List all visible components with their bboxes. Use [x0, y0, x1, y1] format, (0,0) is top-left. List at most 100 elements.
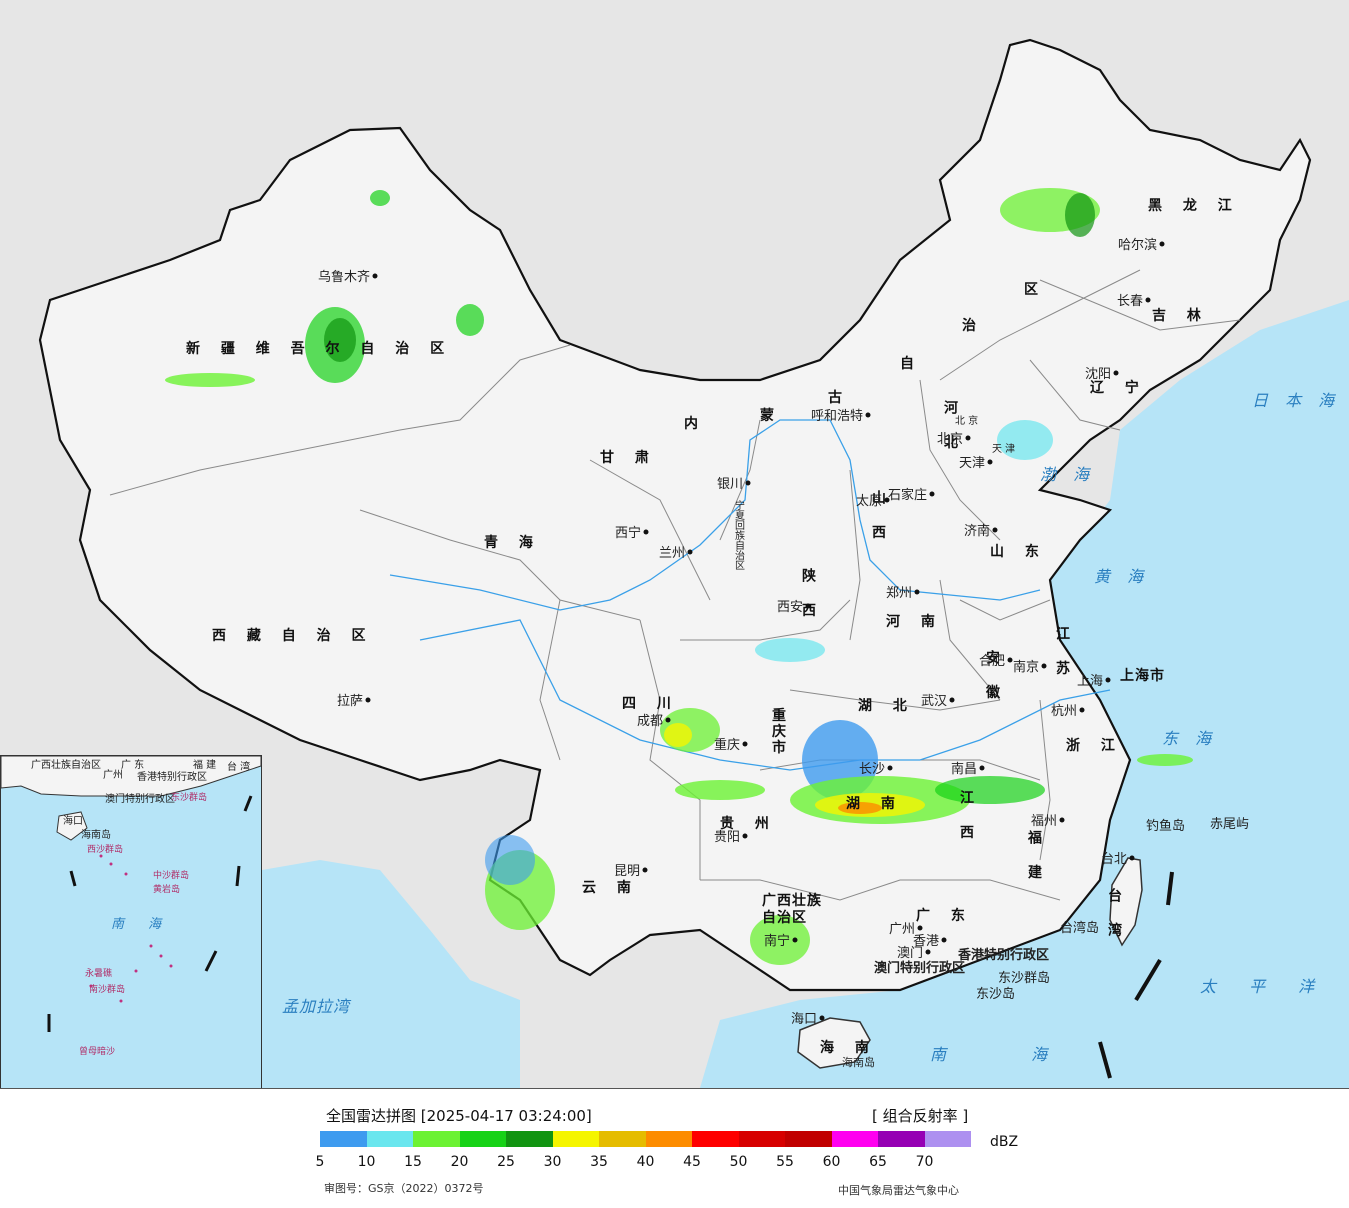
city-marker	[884, 497, 890, 503]
extra-labels: 香港特别行政区 澳门特别行政区 东沙群岛 东沙岛 台湾岛 钓鱼岛 赤尾屿 海南岛	[842, 817, 1249, 1069]
inset-guangxi: 广西壮族自治区	[31, 758, 101, 771]
city-label: 南宁	[764, 933, 790, 949]
city-label: 福州	[1031, 814, 1057, 829]
city-label: 北京	[937, 432, 963, 447]
city-label: 银川	[717, 477, 743, 492]
label-liaoning: 辽 宁	[1090, 379, 1147, 396]
inset-zhongsha: 中沙群岛	[153, 869, 189, 881]
city-label: 天津	[959, 456, 985, 471]
label-jiangxi: 江 西	[958, 789, 974, 847]
scale-swatch-2	[413, 1131, 460, 1147]
label-neimeng-4: 自	[900, 355, 922, 372]
scale-swatch-1	[366, 1131, 413, 1147]
scale-tick-label: 15	[404, 1154, 422, 1170]
label-guangdong: 广 东	[916, 907, 973, 924]
city-label: 杭州	[1051, 704, 1077, 719]
city-label: 西安	[777, 600, 803, 615]
label-anhui: 安 徽	[984, 649, 1001, 707]
inset-hainan-island: 海南岛	[81, 828, 111, 841]
city-marker	[1159, 241, 1165, 247]
inset-islands	[89, 854, 173, 1003]
city-marker	[1105, 677, 1111, 683]
label-ningxia: 宁夏回族自治区	[733, 499, 745, 570]
scale-tick-label: 5	[315, 1154, 325, 1170]
label-chongqing-2: 庆	[772, 723, 794, 740]
city-label: 台北	[1101, 852, 1127, 867]
inset-dongsha: 东沙群岛	[171, 791, 207, 803]
city-label: 合肥	[979, 654, 1005, 669]
scale-tick-label: 35	[590, 1154, 608, 1170]
label-sichuan: 四 川	[622, 696, 679, 712]
city-marker	[965, 435, 971, 441]
city-label: 南昌	[951, 761, 977, 777]
radar-echoes	[165, 188, 1193, 965]
label-hk-sar: 香港特别行政区	[957, 947, 1049, 963]
city-label: 海口	[791, 1012, 817, 1027]
label-beijing-prov: 北 京	[955, 414, 978, 427]
map-approval-number: 审图号：GS京（2022）0372号	[324, 1182, 484, 1195]
label-hainan-island: 海南岛	[842, 1055, 875, 1069]
label-neimeng-5: 治	[962, 317, 984, 334]
scale-tick-label: 45	[683, 1154, 701, 1170]
south-china-sea-inset[interactable]: 广西壮族自治区 广 东 福 建 台 湾 广州 香港特别行政区 澳门特别行政区 东…	[0, 755, 262, 1088]
inset-xisha: 西沙群岛	[87, 843, 123, 855]
scale-swatch-5	[552, 1131, 599, 1147]
sea-yellow: 黄 海	[1094, 567, 1149, 586]
label-neimeng-3: 古	[828, 389, 850, 406]
inset-guangzhou: 广州	[103, 769, 123, 781]
inset-land	[1, 756, 261, 797]
city-marker	[865, 412, 871, 418]
scale-swatch-11	[831, 1131, 878, 1147]
city-label: 昆明	[614, 864, 640, 879]
city-marker	[665, 717, 671, 723]
label-shandong: 山 东	[990, 543, 1047, 560]
city-label: 拉萨	[337, 694, 363, 709]
label-macao-sar: 澳门特别行政区	[874, 960, 965, 976]
map-area[interactable]: 新 疆 维 吾 尔 自 治 区 西 藏 自 治 区 青 海 甘 肃 四 川 云 …	[0, 0, 1349, 1089]
inset-taiwan: 台 湾	[227, 760, 250, 773]
inset-huangyan: 黄岩岛	[153, 883, 180, 895]
label-taiwan: 台 湾	[1106, 887, 1122, 945]
city-label: 乌鲁木齐	[318, 269, 370, 285]
label-diaoyu: 钓鱼岛	[1146, 818, 1185, 834]
city-label: 广州	[889, 922, 915, 937]
label-tianjin-prov: 天 津	[992, 443, 1015, 455]
city-marker	[925, 949, 931, 955]
city-marker	[917, 925, 923, 931]
label-hunan: 湖 南	[846, 795, 903, 812]
inset-nansha: 南沙群岛	[89, 983, 125, 995]
scale-tick-label: 40	[636, 1154, 655, 1170]
label-taiwan-island: 台湾岛	[1060, 920, 1099, 936]
city-marker	[643, 529, 649, 535]
city-marker	[745, 480, 751, 486]
label-gansu: 甘 肃	[600, 449, 657, 466]
city-marker	[792, 937, 798, 943]
scale-swatch-10	[785, 1131, 832, 1147]
label-chongqing-3: 市	[772, 739, 794, 756]
scale-swatch-9	[738, 1131, 785, 1147]
inset-zengmu: 曾母暗沙	[79, 1045, 115, 1057]
label-dongsha-island: 东沙岛	[976, 986, 1015, 1002]
city-label: 香港	[913, 934, 939, 949]
sea-bohai: 渤 海	[1040, 465, 1095, 484]
agency-name: 中国气象局雷达气象中心	[838, 1184, 959, 1197]
city-marker	[365, 697, 371, 703]
legend-unit: dBZ	[990, 1134, 1019, 1150]
taiwan-island	[1109, 857, 1143, 947]
label-hebei: 河 北	[942, 399, 958, 457]
city-marker	[372, 273, 378, 279]
label-yunnan: 云 南	[582, 879, 639, 896]
label-neimeng-1: 内	[684, 415, 706, 432]
label-dongsha-islands: 东沙群岛	[998, 970, 1050, 986]
label-neimeng-6: 区	[1024, 282, 1046, 298]
inset-yongshu: 永暑礁	[85, 967, 112, 979]
city-marker	[929, 491, 935, 497]
china-radar-map[interactable]: 新 疆 维 吾 尔 自 治 区 西 藏 自 治 区 青 海 甘 肃 四 川 云 …	[0, 0, 1349, 1088]
label-shaanxi: 陕 西	[800, 567, 816, 625]
city-marker	[1129, 855, 1135, 861]
city-label: 长沙	[859, 762, 885, 777]
city-marker	[687, 549, 693, 555]
scale-swatch-8	[692, 1131, 739, 1147]
label-jilin: 吉 林	[1152, 307, 1209, 324]
label-hainan: 海 南	[820, 1039, 877, 1056]
